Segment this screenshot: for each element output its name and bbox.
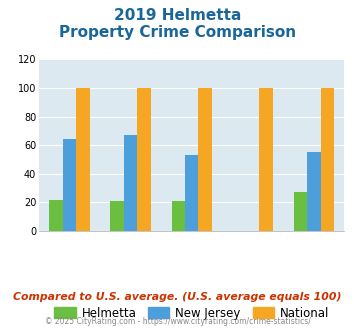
- Bar: [321, 88, 334, 231]
- Text: Property Crime Comparison: Property Crime Comparison: [59, 25, 296, 40]
- Bar: [49, 200, 63, 231]
- Bar: [294, 192, 307, 231]
- Bar: [260, 88, 273, 231]
- Bar: [63, 140, 76, 231]
- Bar: [198, 88, 212, 231]
- Bar: [171, 201, 185, 231]
- Bar: [307, 152, 321, 231]
- Text: Compared to U.S. average. (U.S. average equals 100): Compared to U.S. average. (U.S. average …: [13, 292, 342, 302]
- Bar: [76, 88, 90, 231]
- Text: © 2025 CityRating.com - https://www.cityrating.com/crime-statistics/: © 2025 CityRating.com - https://www.city…: [45, 317, 310, 326]
- Bar: [110, 201, 124, 231]
- Text: 2019 Helmetta: 2019 Helmetta: [114, 8, 241, 23]
- Bar: [124, 135, 137, 231]
- Legend: Helmetta, New Jersey, National: Helmetta, New Jersey, National: [50, 302, 334, 325]
- Bar: [185, 155, 198, 231]
- Bar: [137, 88, 151, 231]
